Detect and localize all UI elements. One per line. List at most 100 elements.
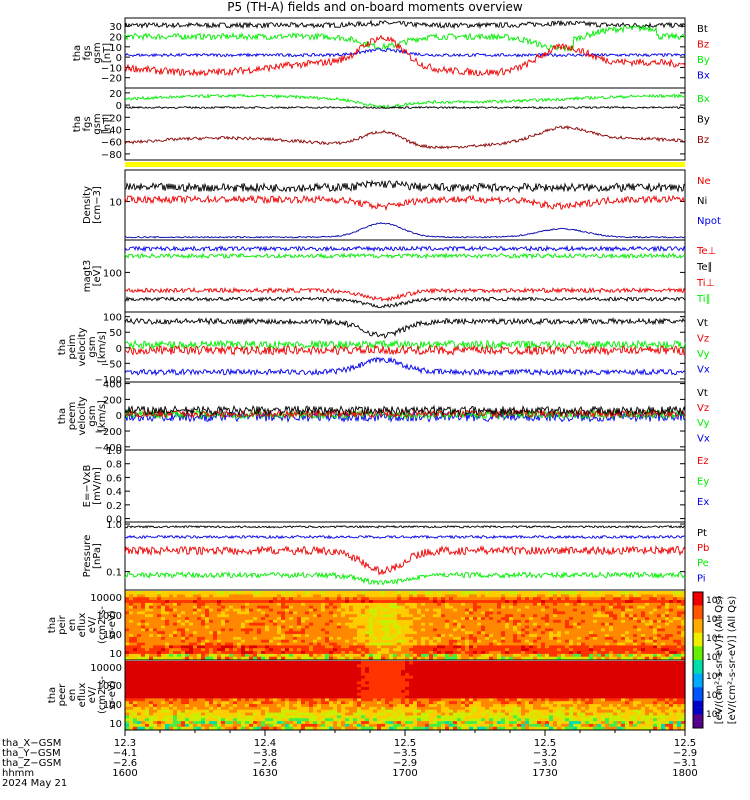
spectrogram-cell-peer xyxy=(253,666,258,671)
spectrogram-cell-peer xyxy=(349,666,354,671)
spectrogram-cell-peer xyxy=(169,680,174,685)
spectrogram-cell-peir xyxy=(593,613,598,618)
spectrogram-cell-peir xyxy=(585,591,590,595)
spectrogram-cell-peir xyxy=(357,650,362,654)
spectrogram-cell-peir xyxy=(137,608,142,612)
spectrogram-cell-peir xyxy=(377,647,382,652)
spectrogram-cell-peer xyxy=(249,709,254,713)
spectrogram-cell-peir xyxy=(629,627,634,632)
spectrogram-cell-peir xyxy=(313,627,318,632)
spectrogram-cell-peir xyxy=(417,642,422,646)
spectrogram-cell-peir xyxy=(193,644,198,649)
spectrogram-cell-peir xyxy=(569,627,574,632)
spectrogram-cell-peer xyxy=(193,683,198,688)
spectrogram-cell-peir xyxy=(273,656,278,660)
spectrogram-cell-peer xyxy=(205,686,210,690)
spectrogram-cell-peer xyxy=(133,683,138,688)
spectrogram-cell-peir xyxy=(385,616,390,620)
spectrogram-cell-peer xyxy=(341,683,346,688)
spectrogram-cell-peir xyxy=(529,636,534,640)
spectrogram-cell-peir xyxy=(237,647,242,652)
spectrogram-cell-peir xyxy=(413,610,418,615)
spectrogram-cell-peir xyxy=(517,625,522,629)
spectrogram-cell-peir xyxy=(617,625,622,629)
spectrogram-cell-peir xyxy=(661,639,666,643)
spectrogram-cell-peir xyxy=(309,650,314,654)
spectrogram-cell-peir xyxy=(453,642,458,646)
spectrogram-cell-peir xyxy=(505,653,510,657)
spectrogram-cell-peir xyxy=(509,613,514,618)
spectrogram-cell-peir xyxy=(473,610,478,615)
spectrogram-cell-peer xyxy=(125,663,130,668)
spectrogram-cell-peir xyxy=(397,639,402,643)
spectrogram-cell-peir xyxy=(133,610,138,615)
spectrogram-cell-peir xyxy=(433,599,438,603)
spectrogram-cell-peir xyxy=(301,622,306,626)
spectrogram-cell-peer xyxy=(221,700,226,705)
spectrogram-cell-peir xyxy=(173,591,178,595)
spectrogram-cell-peir xyxy=(625,608,630,612)
spectrogram-cell-peer xyxy=(193,697,198,702)
spectrogram-cell-peir xyxy=(585,613,590,618)
spectrogram-cell-peer xyxy=(253,672,258,676)
spectrogram-cell-peir xyxy=(321,613,326,618)
spectrogram-cell-peir xyxy=(277,596,282,601)
spectrogram-cell-peir xyxy=(285,613,290,618)
spectrogram-cell-peir xyxy=(469,636,474,640)
spectrogram-cell-peer xyxy=(209,661,214,665)
spectrogram-cell-peir xyxy=(169,650,174,654)
spectrogram-cell-peir xyxy=(157,605,162,609)
spectrogram-cell-peir xyxy=(569,619,574,623)
spectrogram-cell-peer xyxy=(217,717,222,722)
spectrogram-cell-peir xyxy=(533,642,538,646)
spectrogram-cell-peir xyxy=(413,636,418,640)
spectrogram-cell-peir xyxy=(417,625,422,629)
spectrogram-cell-peir xyxy=(613,593,618,598)
spectrogram-cell-peir xyxy=(257,613,262,618)
spectrogram-cell-peir xyxy=(577,653,582,657)
spectrogram-cell-peir xyxy=(201,605,206,609)
y-tick-label-fgs: −10 xyxy=(101,63,122,74)
spectrogram-cell-peir xyxy=(165,599,170,603)
spectrogram-cell-peir xyxy=(377,593,382,598)
spectrogram-cell-peir xyxy=(533,639,538,643)
spectrogram-cell-peir xyxy=(665,602,670,606)
spectrogram-cell-peir xyxy=(481,608,486,612)
spectrogram-cell-peir xyxy=(177,591,182,595)
spectrogram-cell-peir xyxy=(677,622,682,626)
spectrogram-cell-peir xyxy=(657,622,662,626)
spectrogram-cell-peir xyxy=(529,610,534,615)
spectrogram-cell-peer xyxy=(265,666,270,671)
spectrogram-cell-peir xyxy=(645,647,650,652)
spectrogram-cell-peir xyxy=(161,591,166,595)
spectrogram-cell-peir xyxy=(337,596,342,601)
spectrogram-cell-peer xyxy=(157,672,162,676)
spectrogram-cell-peir xyxy=(193,647,198,652)
spectrogram-cell-peir xyxy=(125,650,130,654)
spectrogram-cell-peir xyxy=(425,644,430,649)
spectrogram-cell-peir xyxy=(277,625,282,629)
spectrogram-cell-peir xyxy=(493,593,498,598)
spectrogram-cell-peer xyxy=(249,700,254,705)
spectrogram-cell-peer xyxy=(357,723,362,727)
spectrogram-cell-peir xyxy=(349,647,354,652)
spectrogram-cell-peir xyxy=(645,622,650,626)
spectrogram-cell-peir xyxy=(477,619,482,623)
spectrogram-cell-peer xyxy=(185,709,190,713)
spectrogram-cell-peir xyxy=(365,639,370,643)
spectrogram-cell-peir xyxy=(325,636,330,640)
spectrogram-cell-peir xyxy=(317,596,322,601)
spectrogram-cell-peir xyxy=(553,644,558,649)
spectrogram-cell-peir xyxy=(425,608,430,612)
spectrogram-cell-peir xyxy=(293,656,298,660)
spectrogram-cell-peir xyxy=(565,602,570,606)
spectrogram-cell-peer xyxy=(325,672,330,676)
spectrogram-cell-peer xyxy=(313,700,318,705)
spectrogram-cell-peir xyxy=(237,656,242,660)
spectrogram-cell-peer xyxy=(177,669,182,673)
spectrogram-cell-peir xyxy=(469,644,474,649)
spectrogram-cell-peir xyxy=(377,627,382,632)
spectrogram-cell-peer xyxy=(177,706,182,710)
spectrogram-cell-peir xyxy=(565,625,570,629)
spectrogram-cell-peer xyxy=(305,680,310,685)
